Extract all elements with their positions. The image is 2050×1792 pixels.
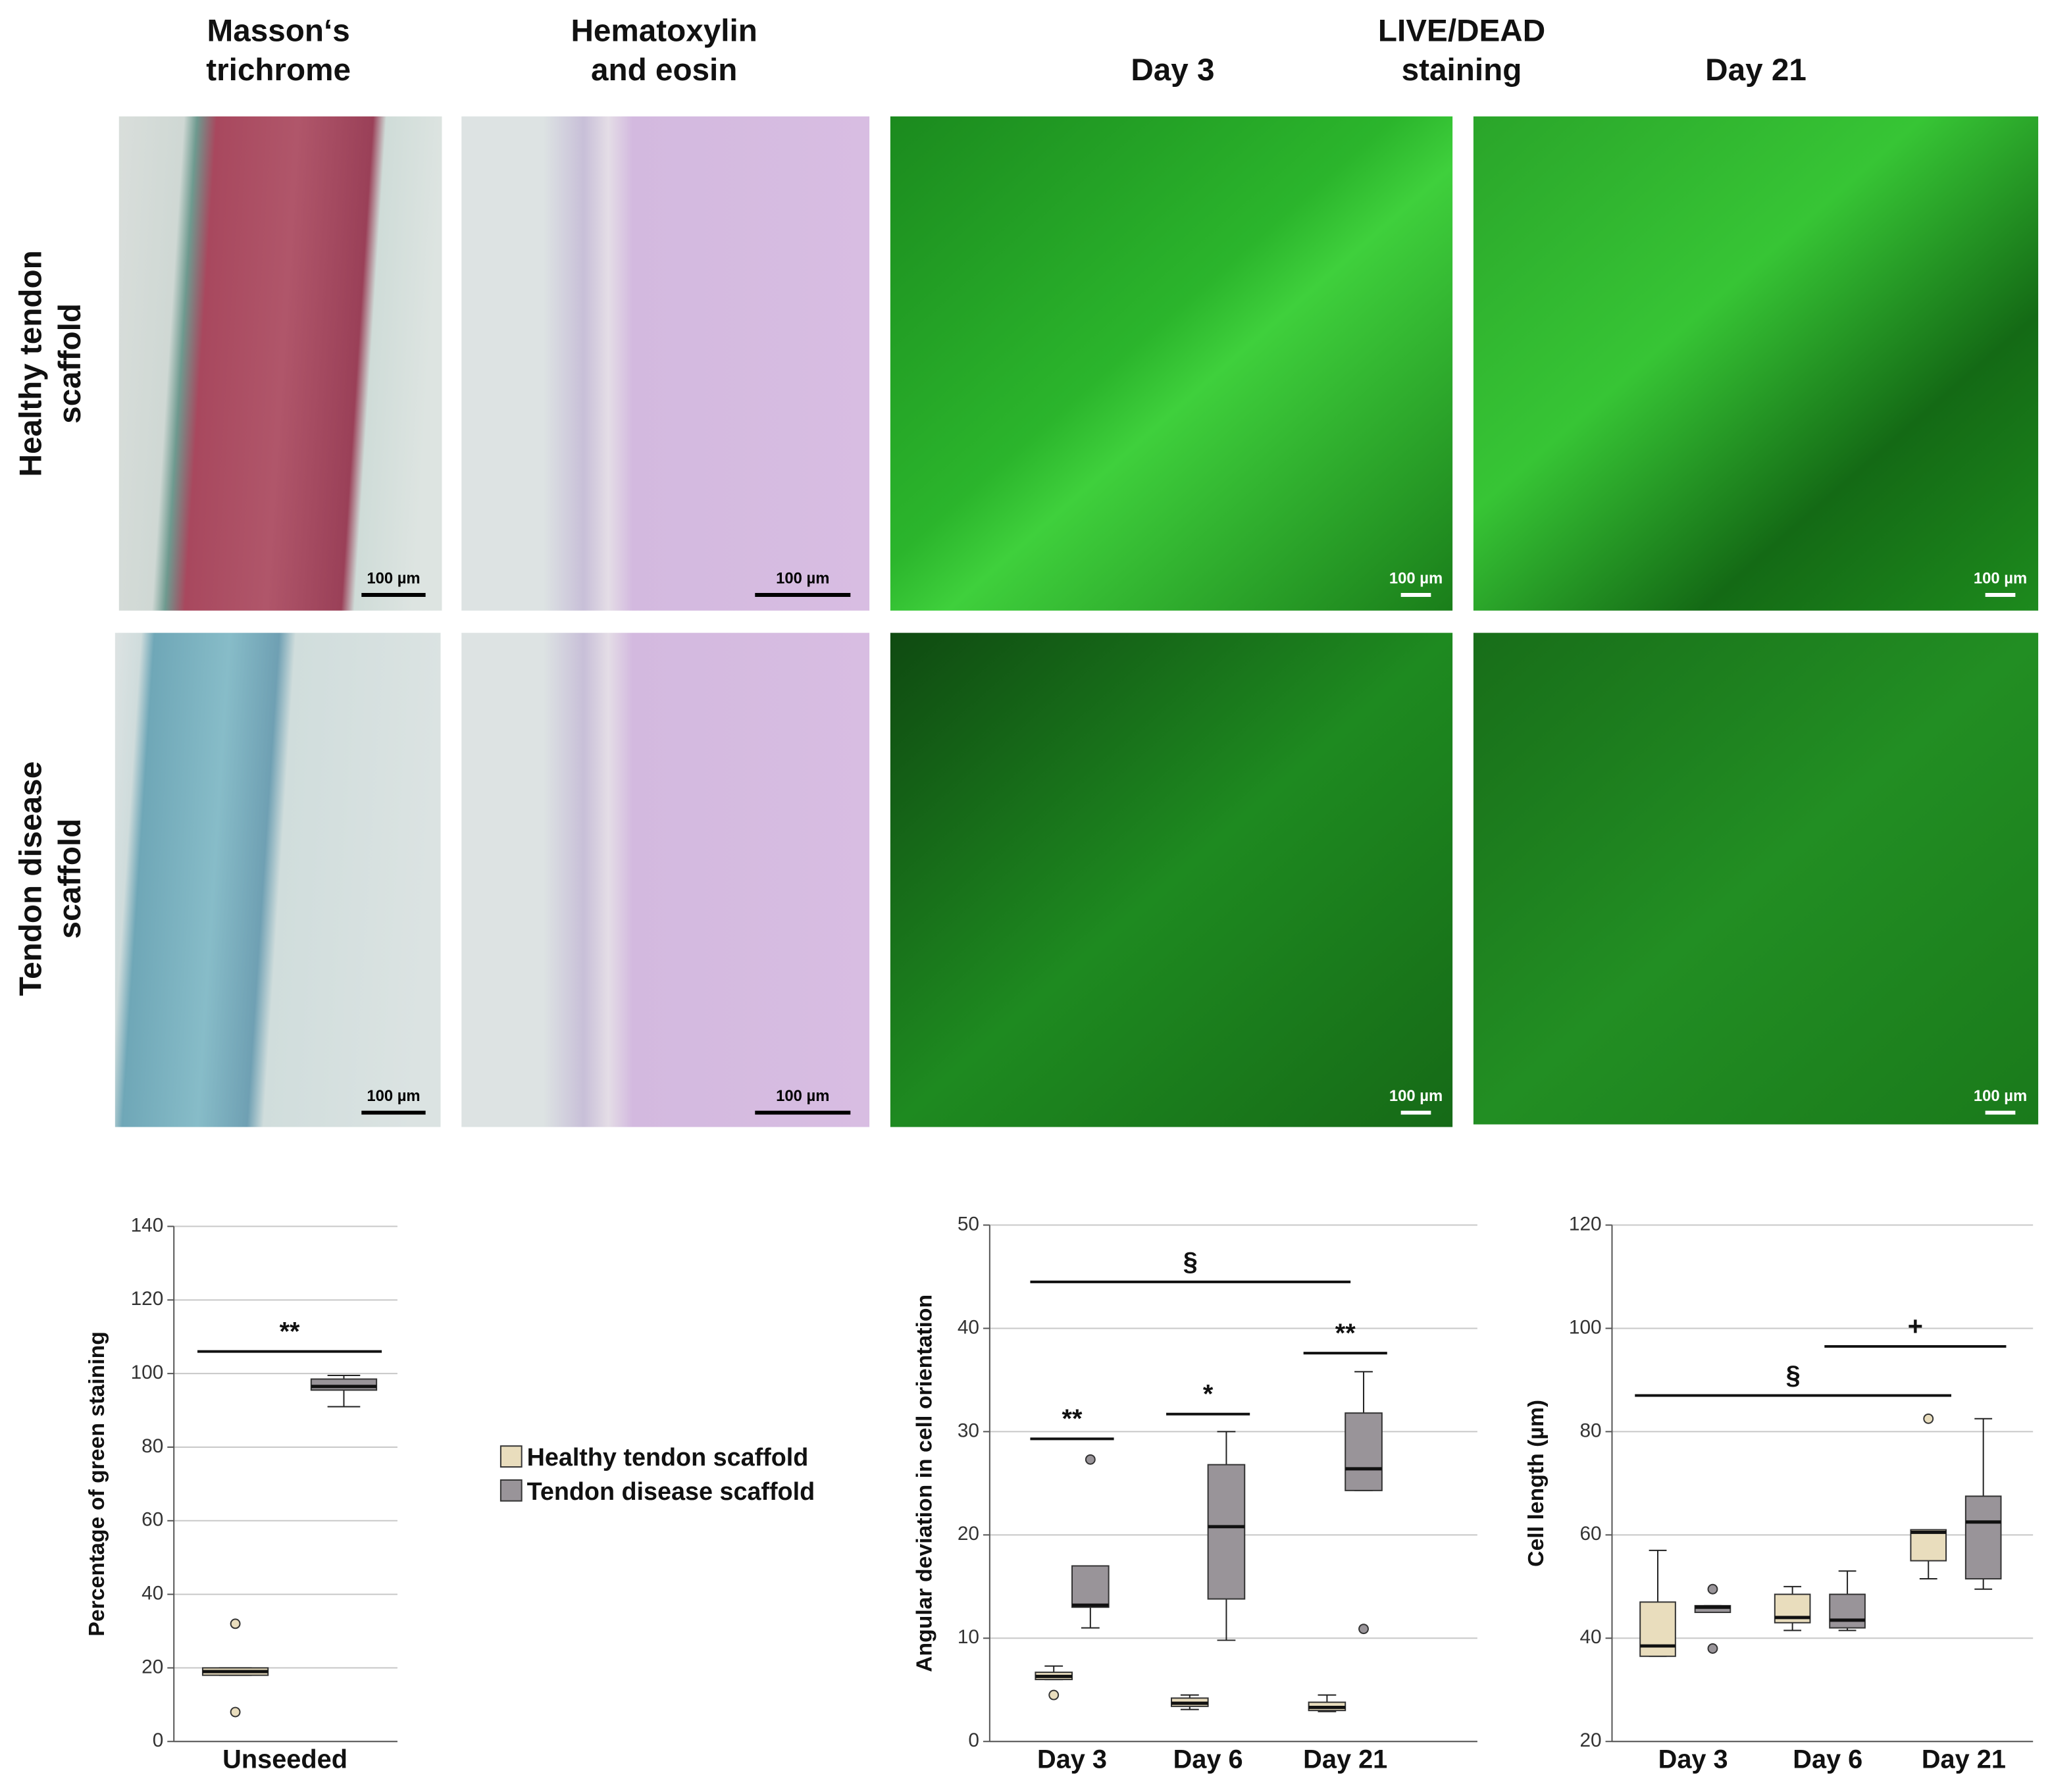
y-tick-label: 80	[141, 1435, 163, 1457]
outlier	[1923, 1413, 1934, 1424]
legend-swatch	[500, 1479, 523, 1502]
x-tick-label: Day 21	[1303, 1745, 1387, 1774]
micrograph	[115, 632, 441, 1127]
y-tick-label: 80	[1579, 1420, 1601, 1441]
outlier	[1707, 1643, 1718, 1654]
scale-bar-label: 100 µm	[367, 569, 420, 587]
micrographs	[115, 116, 2039, 1127]
x-tick-label: Unseeded	[222, 1745, 347, 1774]
y-tick-label: 20	[958, 1523, 979, 1545]
y-tick-label: 100	[1569, 1316, 1602, 1338]
y-tick-label: 10	[958, 1626, 979, 1648]
column-header: staining	[1402, 53, 1522, 88]
box	[1910, 1529, 1947, 1562]
x-tick-label: Day 6	[1793, 1745, 1862, 1774]
significance-label: **	[280, 1317, 300, 1346]
column-header: Day 21	[1705, 53, 1807, 88]
x-tick-label: Day 6	[1173, 1745, 1243, 1774]
box	[1207, 1464, 1246, 1600]
scale-bar-label: 100 µm	[1974, 1087, 2027, 1105]
y-tick-label: 140	[131, 1214, 164, 1236]
y-axis-label: Angular deviation in cell orientation	[911, 1294, 936, 1672]
x-tick-label: Day 3	[1037, 1745, 1107, 1774]
legend-label: Healthy tendon scaffold	[527, 1443, 809, 1471]
micrograph	[1473, 632, 2039, 1125]
row-label: scaffold	[53, 303, 88, 424]
micrograph	[890, 116, 1453, 611]
column-header: Hematoxylin	[571, 13, 757, 48]
box	[1829, 1593, 1866, 1629]
significance-label: **	[1335, 1319, 1356, 1348]
significance-label: §	[1786, 1361, 1801, 1390]
outlier	[230, 1706, 241, 1718]
y-tick-label: 30	[958, 1420, 979, 1441]
scale-bar-label: 100 µm	[776, 569, 829, 587]
y-tick-label: 40	[1579, 1626, 1601, 1648]
row-label: Healthy tendon	[13, 250, 48, 476]
outlier	[230, 1618, 241, 1629]
outlier	[1085, 1454, 1096, 1465]
micrograph	[118, 116, 442, 611]
box	[310, 1378, 378, 1391]
outlier	[1358, 1624, 1369, 1635]
micrograph	[461, 632, 870, 1127]
y-tick-label: 20	[1579, 1729, 1601, 1751]
y-axis-label: Percentage of green staining	[84, 1331, 109, 1636]
legend-swatch	[500, 1445, 523, 1468]
micrograph	[1473, 116, 2039, 611]
y-tick-label: 100	[131, 1362, 164, 1383]
micrograph	[461, 116, 870, 611]
scale-bar-label: 100 µm	[1389, 1087, 1443, 1105]
box	[1964, 1495, 2002, 1580]
column-header: Masson‘s	[207, 13, 350, 48]
significance-label: **	[1062, 1404, 1083, 1433]
column-header: trichrome	[206, 53, 351, 88]
box	[1639, 1601, 1676, 1657]
legend-label: Tendon disease scaffold	[527, 1477, 815, 1505]
y-tick-label: 40	[141, 1582, 163, 1604]
scale-bar-label: 100 µm	[1974, 569, 2027, 587]
y-tick-label: 20	[141, 1656, 163, 1677]
scale-bar-label: 100 µm	[776, 1087, 829, 1105]
scale-bar-label: 100 µm	[1389, 569, 1443, 587]
box	[1345, 1412, 1383, 1491]
column-header: Day 3	[1131, 53, 1214, 88]
row-label: Tendon disease	[13, 761, 48, 996]
y-tick-label: 40	[958, 1316, 979, 1338]
outlier	[1048, 1689, 1060, 1701]
x-tick-label: Day 3	[1658, 1745, 1728, 1774]
row-label: scaffold	[53, 819, 88, 939]
significance-label: +	[1908, 1312, 1923, 1341]
y-tick-label: 120	[131, 1288, 164, 1310]
column-header: LIVE/DEAD	[1378, 13, 1545, 48]
column-header: and eosin	[591, 53, 737, 88]
x-tick-label: Day 21	[1922, 1745, 2006, 1774]
y-tick-label: 60	[1579, 1523, 1601, 1545]
outlier	[1707, 1583, 1718, 1595]
micrograph	[890, 632, 1453, 1127]
significance-label: *	[1203, 1379, 1214, 1408]
y-tick-label: 0	[153, 1729, 164, 1751]
scale-bar-label: 100 µm	[367, 1087, 420, 1105]
y-tick-label: 60	[141, 1509, 163, 1531]
y-tick-label: 50	[958, 1213, 979, 1235]
y-axis-label: Cell length (µm)	[1524, 1400, 1549, 1567]
significance-label: §	[1183, 1248, 1198, 1277]
box	[1071, 1565, 1110, 1608]
y-tick-label: 120	[1569, 1213, 1602, 1235]
y-tick-label: 0	[968, 1729, 979, 1751]
